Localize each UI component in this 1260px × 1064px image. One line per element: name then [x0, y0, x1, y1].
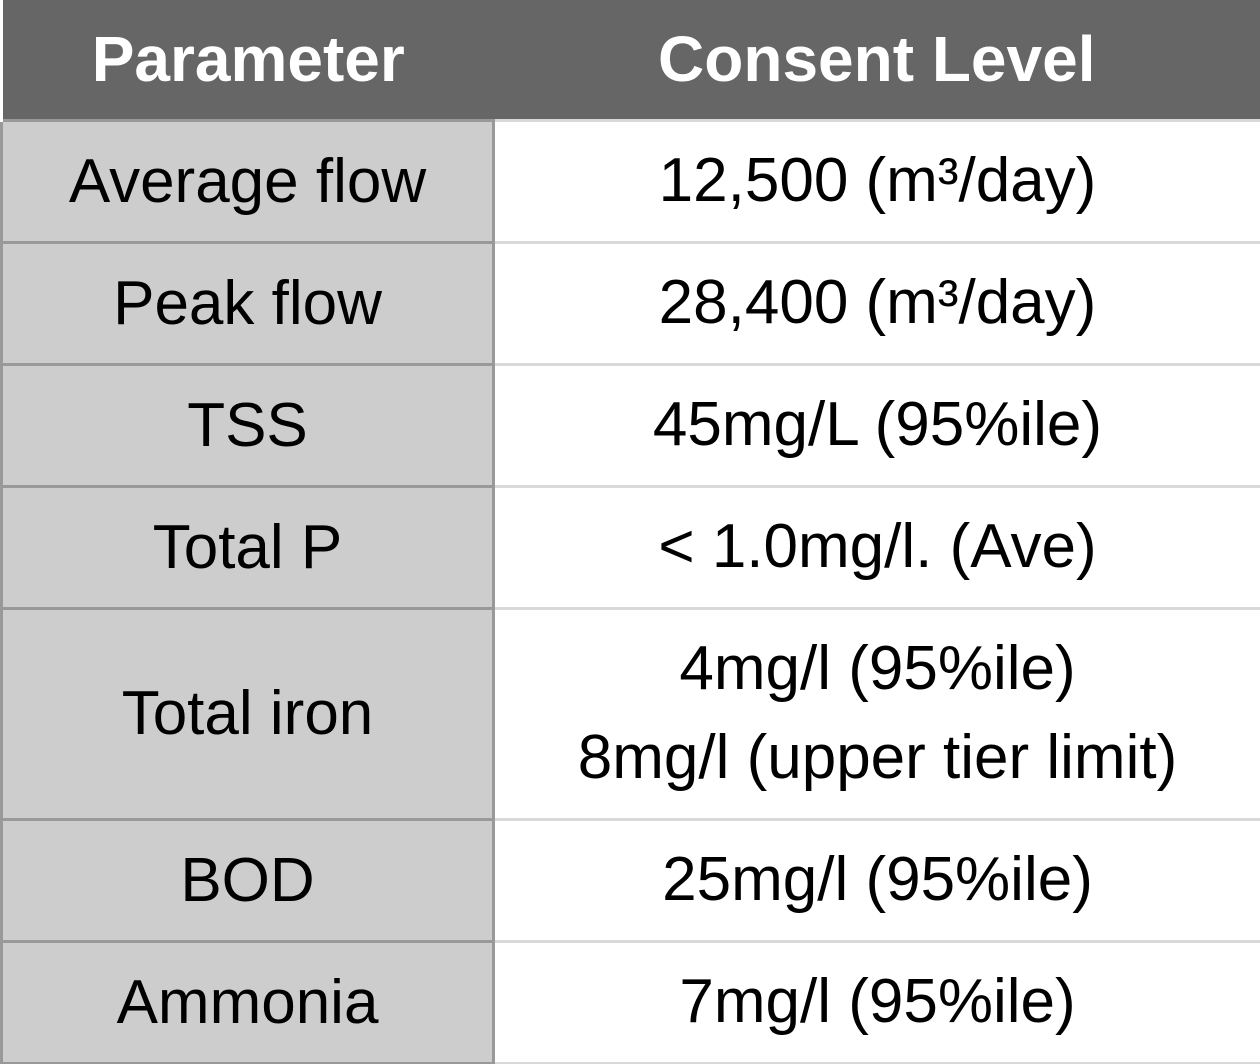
- table-row: Peak flow 28,400 (m³/day): [0, 240, 1260, 366]
- table-row: Total iron 4mg/l (95%ile) 8mg/l (upper t…: [0, 606, 1260, 821]
- table-row: BOD 25mg/l (95%ile): [0, 817, 1260, 943]
- parameter-cell: Ammonia: [0, 939, 495, 1064]
- table-row: Total P < 1.0mg/l. (Ave): [0, 484, 1260, 610]
- value-cell: 28,400 (m³/day): [492, 240, 1260, 366]
- parameter-cell: Total P: [0, 484, 495, 610]
- header-row: Parameter Consent Level: [0, 0, 1260, 120]
- value-cell: 4mg/l (95%ile) 8mg/l (upper tier limit): [492, 606, 1260, 821]
- parameter-cell: Average flow: [0, 118, 495, 244]
- value-cell: 25mg/l (95%ile): [492, 817, 1260, 943]
- table-row: TSS 45mg/L (95%ile): [0, 362, 1260, 488]
- value-cell: 12,500 (m³/day): [492, 118, 1260, 244]
- parameter-cell: TSS: [0, 362, 495, 488]
- parameter-cell: Total iron: [0, 606, 495, 821]
- parameter-cell: Peak flow: [0, 240, 495, 366]
- value-cell: 45mg/L (95%ile): [492, 362, 1260, 488]
- column-header-consent-level: Consent Level: [493, 0, 1260, 120]
- column-header-parameter: Parameter: [0, 0, 494, 120]
- table-row: Average flow 12,500 (m³/day): [0, 118, 1260, 244]
- value-cell: 7mg/l (95%ile): [492, 939, 1260, 1064]
- parameter-cell: BOD: [0, 817, 495, 943]
- table-row: Ammonia 7mg/l (95%ile): [0, 939, 1260, 1064]
- value-cell: < 1.0mg/l. (Ave): [492, 484, 1260, 610]
